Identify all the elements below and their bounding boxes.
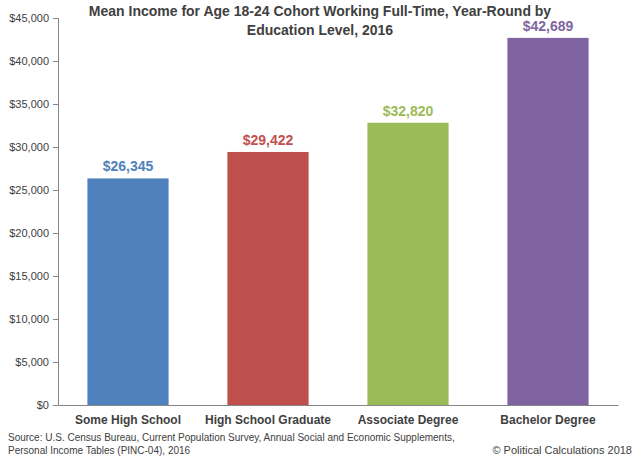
y-tick-label: $10,000 xyxy=(9,313,49,325)
y-tick-mark xyxy=(53,190,58,191)
y-tick: $40,000 xyxy=(9,55,58,67)
y-tick-label: $35,000 xyxy=(9,98,49,110)
y-tick-mark xyxy=(53,362,58,363)
y-axis-line xyxy=(53,19,59,406)
y-tick-label: $15,000 xyxy=(9,270,49,282)
y-tick-mark xyxy=(53,405,58,406)
y-tick: $15,000 xyxy=(9,270,58,282)
y-tick-label: $20,000 xyxy=(9,227,49,239)
y-tick-mark xyxy=(53,104,58,105)
bar xyxy=(367,123,448,405)
data-label: $29,422 xyxy=(243,132,294,148)
text-line: Personal Income Tables (PINC-04), 2016 xyxy=(8,445,191,456)
y-tick-mark xyxy=(53,147,58,148)
x-tick: High School Graduate xyxy=(205,405,331,427)
bar xyxy=(227,152,308,405)
y-tick-label: $5,000 xyxy=(15,356,49,368)
title: Mean Income for Age 18-24 Cohort Working… xyxy=(89,3,552,38)
x-tick-label: Some High School xyxy=(75,413,181,427)
x-tick-label: Associate Degree xyxy=(358,413,459,427)
x-tick: Associate Degree xyxy=(358,405,459,427)
text-line: Source: U.S. Census Bureau, Current Popu… xyxy=(8,432,455,443)
y-tick: $35,000 xyxy=(9,98,58,110)
y-tick-label: $30,000 xyxy=(9,141,49,153)
y-tick-label: $0 xyxy=(37,399,49,411)
x-axis-line xyxy=(59,405,619,406)
y-tick-mark xyxy=(53,61,58,62)
data-label: $32,820 xyxy=(383,103,434,119)
y-tick-mark xyxy=(53,276,58,277)
data-labels: $26,345 $29,422 $32,820 $42,689 xyxy=(103,18,574,175)
y-tick: $5,000 xyxy=(15,356,58,368)
y-tick-mark xyxy=(53,18,58,19)
y-tick: $30,000 xyxy=(9,141,58,153)
data-label: $26,345 xyxy=(103,158,154,174)
y-tick-label: $25,000 xyxy=(9,184,49,196)
text-line: Education Level, 2016 xyxy=(247,22,393,38)
bar xyxy=(507,38,588,405)
credit: © Political Calculations 2018 xyxy=(492,444,632,456)
y-tick-label: $45,000 xyxy=(9,12,49,24)
y-tick-mark xyxy=(53,233,58,234)
bar xyxy=(87,178,168,405)
y-tick: $10,000 xyxy=(9,313,58,325)
x-tick-label: High School Graduate xyxy=(205,413,331,427)
y-tick-label: $40,000 xyxy=(9,55,49,67)
data-label: $42,689 xyxy=(523,18,574,34)
chart: Mean Income for Age 18-24 Cohort Working… xyxy=(0,0,640,465)
x-tick: Bachelor Degree xyxy=(500,405,596,427)
x-tick-label: Bachelor Degree xyxy=(500,413,596,427)
y-tick: $25,000 xyxy=(9,184,58,196)
y-tick-mark xyxy=(53,319,58,320)
text-line: Mean Income for Age 18-24 Cohort Working… xyxy=(89,3,552,19)
x-tick: Some High School xyxy=(75,405,181,427)
x-axis: Some High School High School Graduate Asso… xyxy=(59,405,619,427)
y-tick: $0 xyxy=(37,399,58,411)
y-axis: $0 $5,000 $10,000 $15,000 $20,000 $25,000 $30,… xyxy=(9,12,58,411)
bars xyxy=(87,38,588,405)
source-note: Source: U.S. Census Bureau, Current Popu… xyxy=(8,432,455,456)
y-tick: $20,000 xyxy=(9,227,58,239)
y-tick: $45,000 xyxy=(9,12,58,24)
